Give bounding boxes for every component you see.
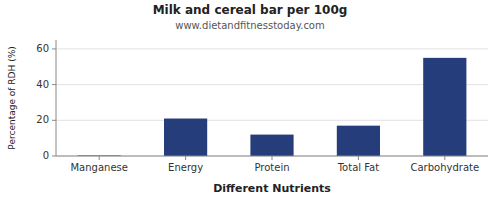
x-tick <box>99 156 100 160</box>
bar <box>250 135 293 156</box>
x-tick-label: Manganese <box>70 162 127 173</box>
y-tick <box>52 156 56 157</box>
y-tick <box>52 48 56 49</box>
x-tick <box>444 156 445 160</box>
y-tick-label: 20 <box>36 114 49 125</box>
x-tick-label: Energy <box>168 162 203 173</box>
y-tick-label: 40 <box>36 79 49 90</box>
y-axis-line <box>56 40 57 156</box>
grid <box>56 49 488 156</box>
grid-line <box>56 48 488 49</box>
bar <box>337 126 380 156</box>
x-tick-label: Carbohydrate <box>410 162 479 173</box>
chart-svg: Milk and cereal bar per 100g www.dietandf… <box>0 0 500 200</box>
y-tick-label: 60 <box>36 43 49 54</box>
x-axis-label: Different Nutrients <box>213 182 331 195</box>
bar <box>423 58 466 156</box>
axes: 0 20 40 60 Manganese Energy Protein Total Fat Ca… <box>36 40 488 173</box>
x-tick-label: Protein <box>254 162 289 173</box>
x-tick <box>272 156 273 160</box>
title: Milk and cereal bar per 100g <box>153 3 348 17</box>
y-tick-label: 0 <box>43 150 49 161</box>
bars <box>78 58 467 156</box>
x-tick <box>185 156 186 160</box>
y-axis-label: Percentage of RDH (%) <box>7 46 17 149</box>
x-tick <box>358 156 359 160</box>
subtitle: www.dietandfitnesstoday.com <box>175 20 324 31</box>
bar <box>164 119 207 156</box>
x-tick-label: Total Fat <box>337 162 379 173</box>
page: {"chart_data": {"type": "bar", "title": … <box>0 0 500 200</box>
y-tick <box>52 84 56 85</box>
y-tick <box>52 120 56 121</box>
chart-container: Milk and cereal bar per 100g www.dietandf… <box>0 0 500 200</box>
